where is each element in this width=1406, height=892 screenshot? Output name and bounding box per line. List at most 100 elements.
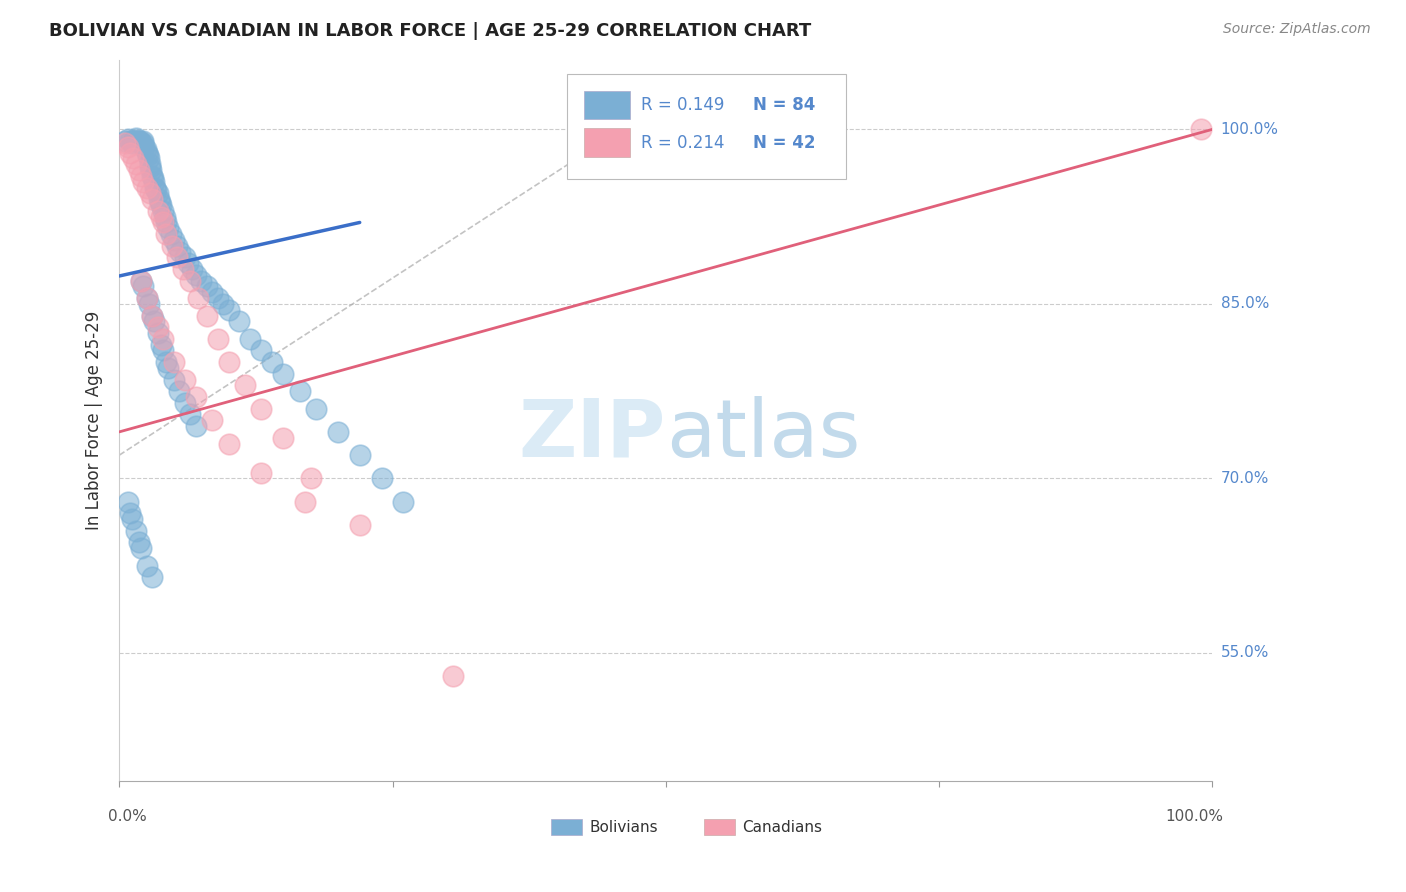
Point [163,233,186,247]
Text: 100.0%: 100.0% [1166,808,1223,823]
Point [124,157,146,171]
Point [143,175,166,189]
Point [141,309,163,323]
Point [139,157,162,171]
Point [250,401,273,416]
Point [136,148,159,162]
Point [155,355,177,369]
Point [179,274,201,288]
Point [155,227,177,241]
Point [135,291,157,305]
Point [134,140,156,154]
Point [145,183,167,197]
Text: R = 0.149: R = 0.149 [641,96,724,114]
Point [129,134,152,148]
Point [181,262,204,277]
Point [132,175,155,189]
Text: Canadians: Canadians [742,820,823,835]
Point [201,285,224,300]
Point [190,274,212,288]
Point [139,163,162,178]
Point [129,274,152,288]
Text: atlas: atlas [665,396,860,474]
Point [132,136,155,151]
Point [135,145,157,160]
Text: N = 84: N = 84 [754,96,815,114]
FancyBboxPatch shape [704,819,734,835]
Point [233,378,256,392]
Point [288,384,311,399]
Point [173,372,195,386]
Point [117,132,139,146]
Point [124,130,146,145]
Point [141,570,163,584]
Point [152,203,174,218]
Point [184,390,207,404]
FancyBboxPatch shape [551,819,582,835]
Point [146,186,169,201]
Point [157,360,180,375]
Point [139,160,162,174]
Text: N = 42: N = 42 [754,134,815,152]
Point [177,256,200,270]
Point [184,419,207,434]
Point [117,494,139,508]
Point [134,142,156,156]
Point [120,506,142,520]
FancyBboxPatch shape [583,91,630,120]
Text: BOLIVIAN VS CANADIAN IN LABOR FORCE | AGE 25-29 CORRELATION CHART: BOLIVIAN VS CANADIAN IN LABOR FORCE | AG… [49,22,811,40]
Point [122,152,145,166]
Point [124,524,146,538]
Point [135,180,157,194]
Point [441,669,464,683]
Point [218,436,240,450]
Point [120,134,142,148]
Point [160,238,183,252]
Point [228,314,250,328]
Point [132,134,155,148]
Point [169,384,191,399]
Point [195,279,218,293]
Point [135,558,157,573]
Point [262,355,284,369]
Point [370,471,392,485]
Point [173,251,195,265]
Point [155,215,177,229]
Point [129,169,152,183]
Point [169,244,191,259]
Point [138,297,160,311]
Point [163,355,186,369]
Point [392,494,415,508]
Point [166,238,188,252]
Text: Bolivians: Bolivians [589,820,658,835]
Point [218,302,240,317]
Point [201,413,224,427]
Point [179,408,201,422]
Text: ZIP: ZIP [519,396,665,474]
Point [128,163,150,178]
Point [131,137,153,152]
Point [141,192,163,206]
Point [149,337,172,351]
Point [207,332,229,346]
FancyBboxPatch shape [583,128,630,157]
Point [128,135,150,149]
Point [152,343,174,358]
Point [121,512,143,526]
Point [121,136,143,151]
Point [271,367,294,381]
Point [153,210,176,224]
Point [187,291,209,305]
Point [127,134,149,148]
Point [141,309,163,323]
Point [172,262,194,277]
Point [218,355,240,369]
Point [152,215,174,229]
Text: 55.0%: 55.0% [1220,646,1268,660]
Point [239,332,262,346]
Point [132,279,155,293]
Point [143,180,166,194]
Point [250,343,273,358]
Point [349,448,371,462]
Point [1189,122,1212,136]
